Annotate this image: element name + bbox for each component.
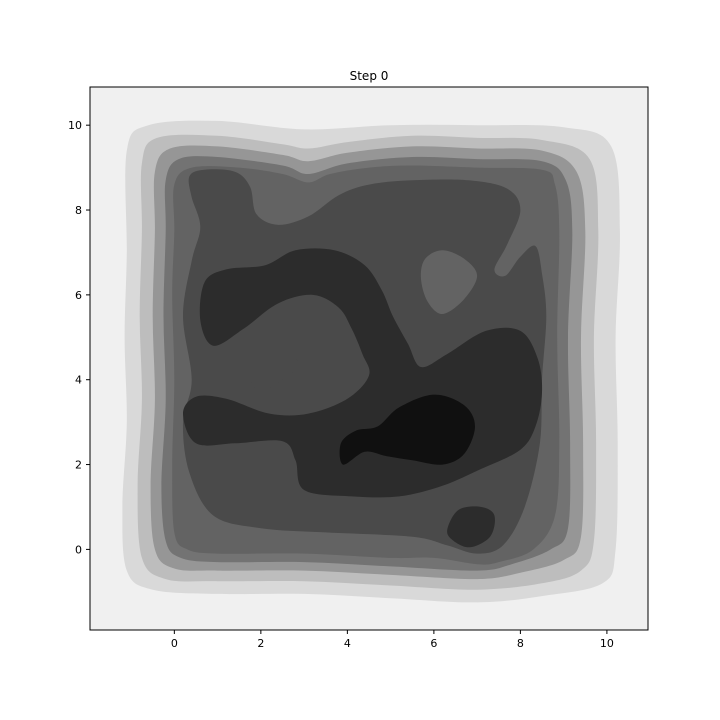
x-tick-label: 6 [430,637,437,650]
chart-title: Step 0 [350,69,389,83]
x-tick-label: 10 [600,637,614,650]
y-tick-label: 6 [75,289,82,302]
x-tick-label: 8 [517,637,524,650]
y-tick-label: 2 [75,459,82,472]
y-tick-label: 8 [75,204,82,217]
contour-region-level-6 [250,352,300,391]
y-tick-label: 4 [75,374,82,387]
y-axis: 0 2 4 6 8 10 [68,119,90,556]
contour-region-level-5 [420,250,478,315]
y-tick-label: 0 [75,543,82,556]
x-axis: 0 2 4 6 8 10 [171,630,614,650]
contour-layer [122,120,620,603]
y-tick-label: 10 [68,119,82,132]
x-tick-label: 0 [171,637,178,650]
contour-region-level-8 [339,394,475,465]
contour-region-level-7 [447,506,495,548]
x-tick-label: 4 [344,637,351,650]
x-tick-label: 2 [257,637,264,650]
plot-frame [89,86,649,631]
